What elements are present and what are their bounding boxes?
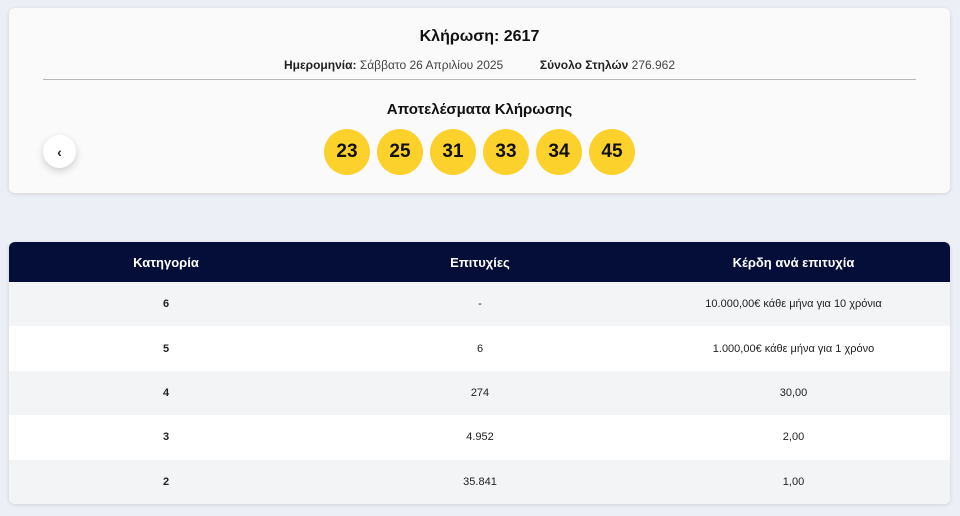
row-prize: 1,00 — [782, 475, 805, 488]
row-winners: - — [478, 298, 482, 311]
draw-card: Κλήρωση: 2617 Ημερομηνία: Σάββατο 26 Απρ… — [9, 8, 950, 193]
table-body: 6 - 10.000,00€ κάθε μήνα για 10 χρόνια 5… — [9, 282, 950, 504]
table-row: 3 4.952 2,00 — [9, 415, 950, 460]
columns-label: Σύνολο Στηλών — [539, 58, 629, 72]
header-category: Κατηγορία — [133, 254, 199, 270]
row-prize: 2,00 — [782, 431, 805, 444]
row-category: 6 — [162, 298, 170, 311]
winning-numbers: 23 25 31 33 34 45 — [9, 129, 950, 175]
row-winners: 4.952 — [466, 431, 494, 444]
table-row: 5 6 1.000,00€ κάθε μήνα για 1 χρόνο — [9, 326, 950, 371]
row-prize: 10.000,00€ κάθε μήνα για 10 χρόνια — [705, 298, 882, 311]
results-title: Αποτελέσματα Κλήρωσης — [386, 101, 573, 118]
row-category: 2 — [162, 475, 170, 488]
number-ball: 31 — [430, 129, 476, 175]
row-prize: 30,00 — [779, 386, 808, 399]
row-category: 3 — [162, 431, 170, 444]
header-winners: Επιτυχίες — [450, 254, 510, 270]
row-winners: 35.841 — [463, 475, 497, 488]
date-value: Σάββατο 26 Απριλίου 2025 — [359, 58, 504, 72]
prize-table: Κατηγορία Επιτυχίες Κέρδη ανά επιτυχία 6… — [9, 242, 950, 504]
number-ball: 33 — [483, 129, 529, 175]
number-ball: 34 — [536, 129, 582, 175]
date-label: Ημερομηνία: — [283, 58, 357, 72]
row-prize: 1.000,00€ κάθε μήνα για 1 χρόνο — [712, 342, 875, 355]
row-category: 4 — [162, 386, 170, 399]
previous-draw-button[interactable]: ‹ — [43, 135, 76, 168]
number-ball: 23 — [324, 129, 370, 175]
table-header: Κατηγορία Επιτυχίες Κέρδη ανά επιτυχία — [9, 242, 950, 282]
number-ball: 45 — [589, 129, 635, 175]
row-winners: 274 — [470, 386, 490, 399]
divider — [43, 79, 916, 80]
row-winners: 6 — [476, 342, 484, 355]
table-row: 2 35.841 1,00 — [9, 459, 950, 504]
chevron-left-icon: ‹ — [57, 143, 62, 160]
header-prize: Κέρδη ανά επιτυχία — [732, 254, 855, 270]
table-row: 4 274 30,00 — [9, 370, 950, 416]
draw-title: Κλήρωση: 2617 — [419, 28, 540, 45]
draw-meta: Ημερομηνία: Σάββατο 26 Απριλίου 2025 Σύν… — [9, 58, 950, 72]
number-ball: 25 — [377, 129, 423, 175]
table-row: 6 - 10.000,00€ κάθε μήνα για 10 χρόνια — [9, 282, 950, 327]
columns-value: 276.962 — [631, 58, 676, 72]
row-category: 5 — [162, 342, 170, 355]
